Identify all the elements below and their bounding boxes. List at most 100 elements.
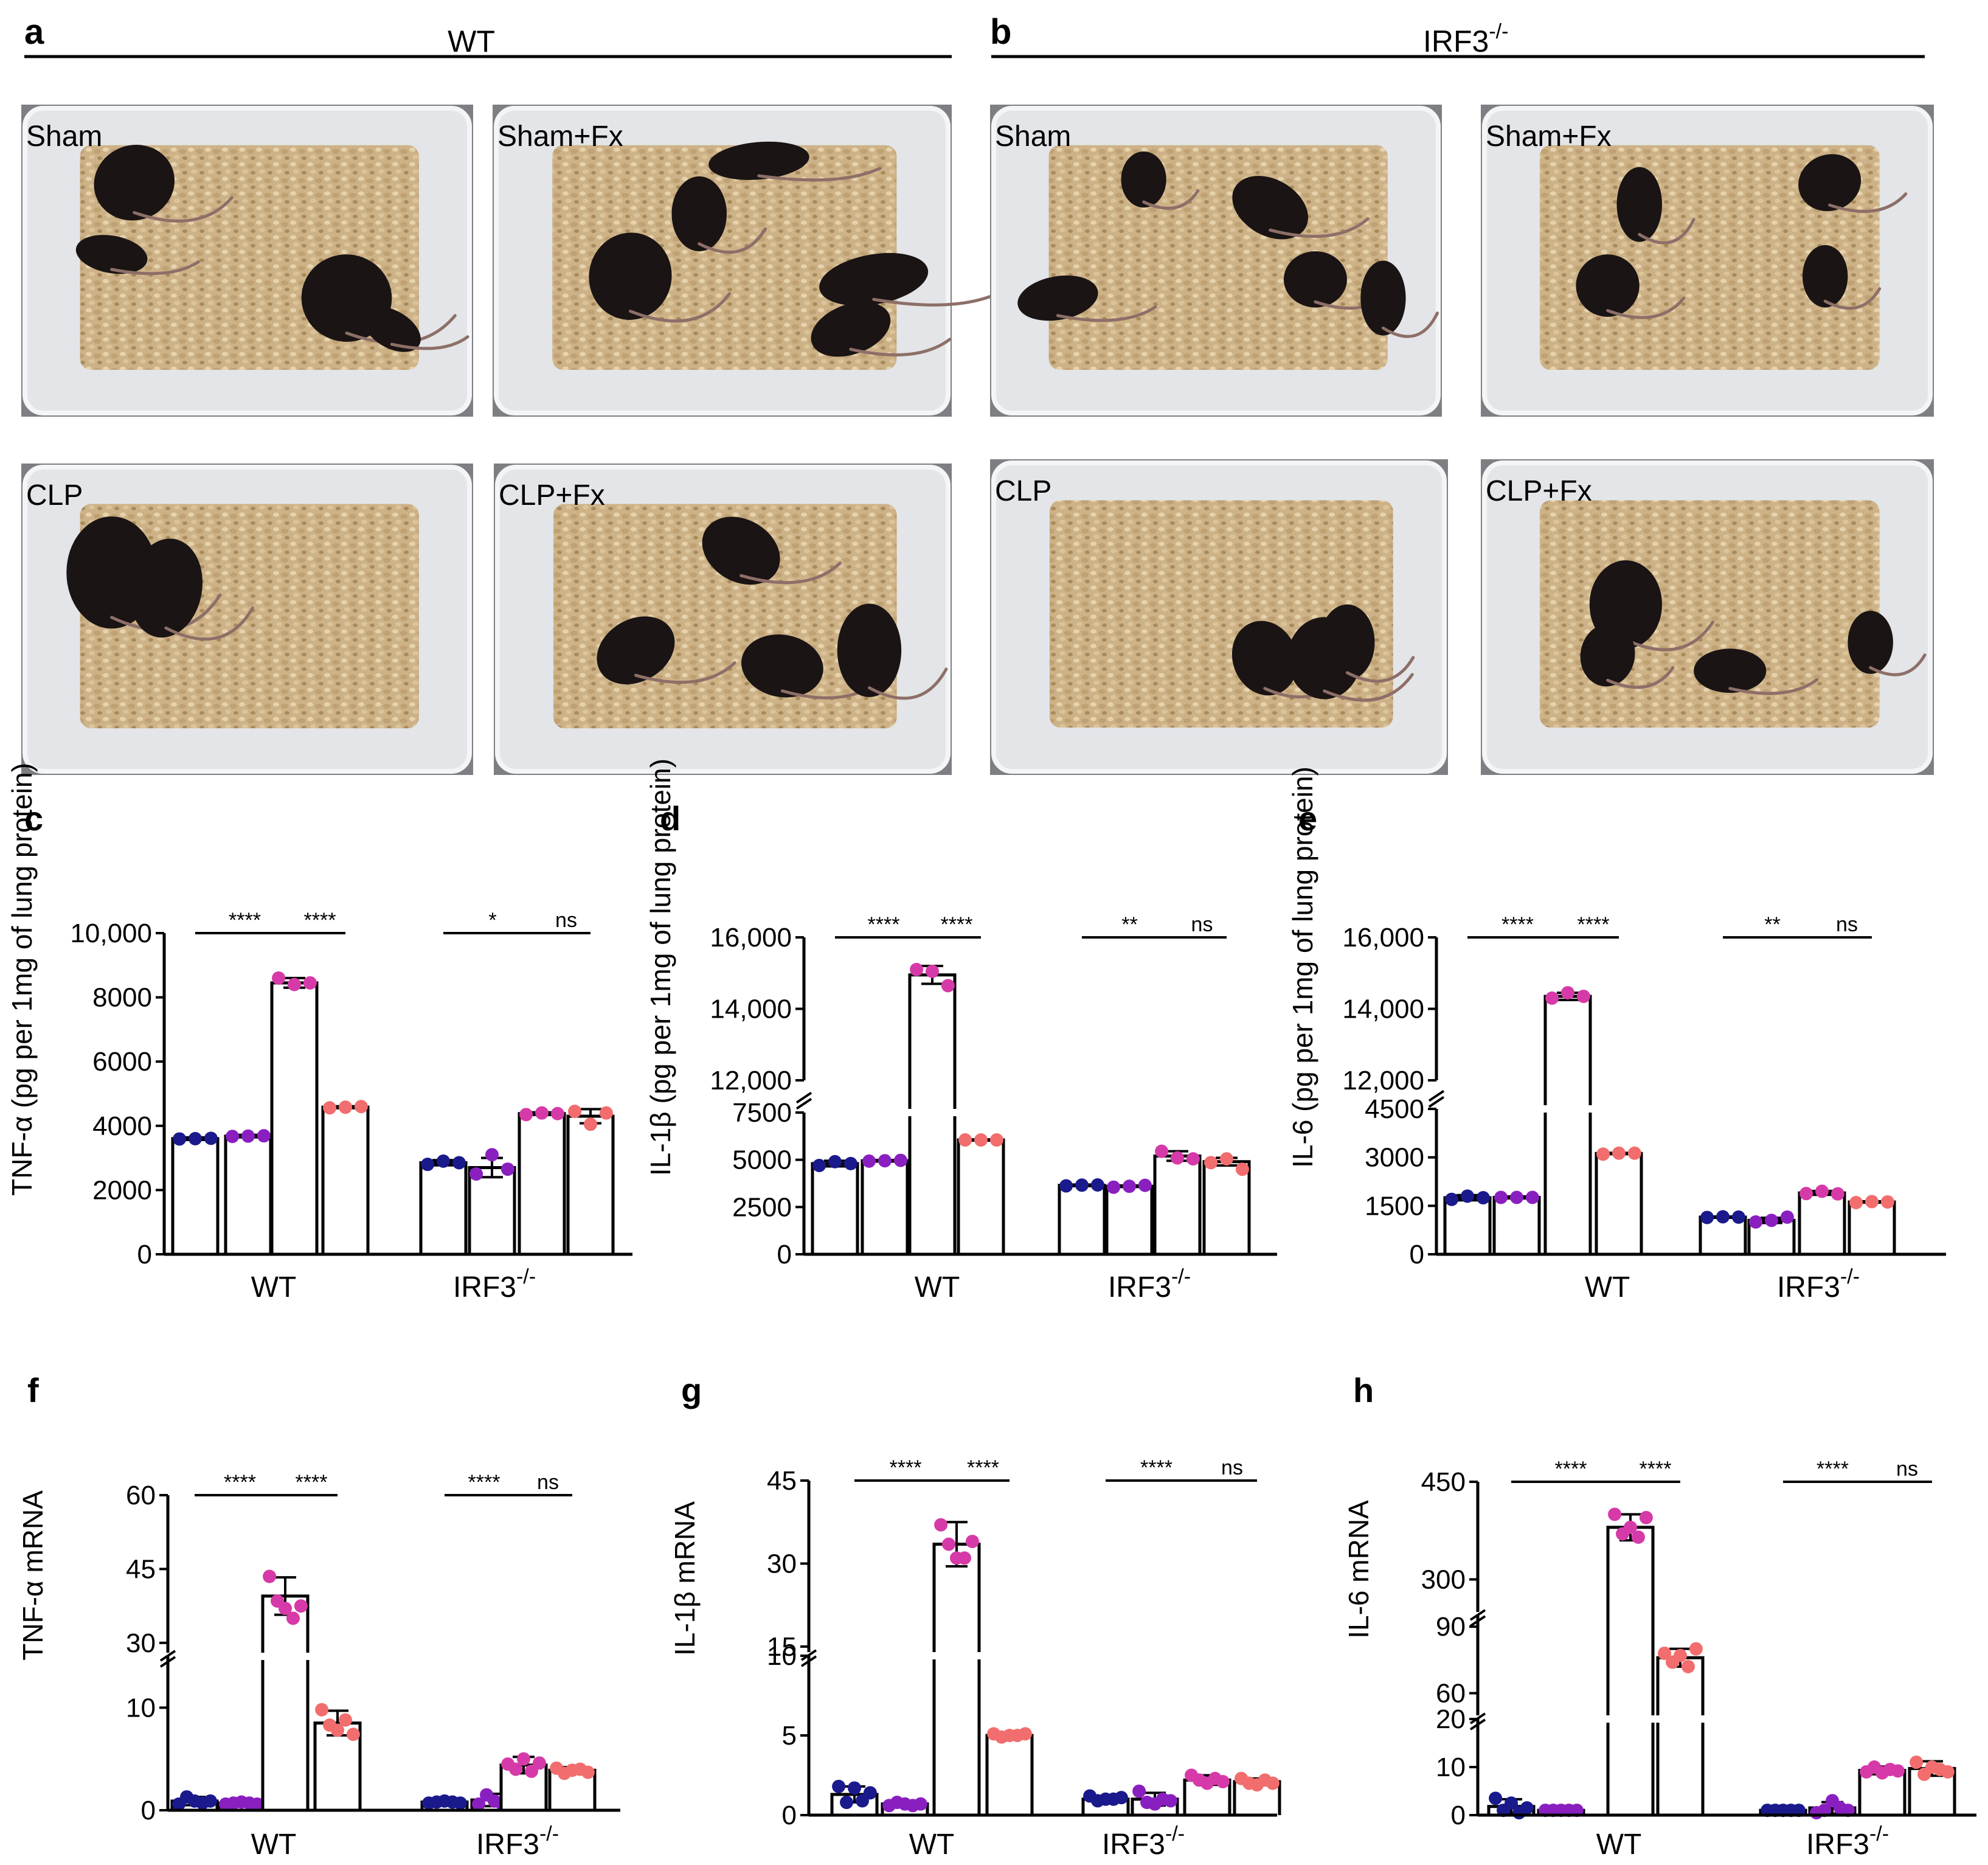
mouse-tail [849, 338, 952, 356]
mouse-tail [390, 335, 469, 350]
bar-sham [171, 1137, 220, 1254]
data-point [517, 1752, 530, 1766]
significance-label: **** [1555, 1457, 1587, 1481]
data-point [1266, 1776, 1280, 1790]
mouse [1580, 623, 1635, 687]
significance-label: ns [537, 1471, 559, 1494]
data-point [1476, 1191, 1490, 1205]
data-point [437, 1154, 450, 1168]
data-point [974, 1133, 988, 1147]
x-category-label: WT [1596, 1829, 1642, 1861]
bar-sham-fx [861, 1159, 909, 1254]
data-point [1891, 1764, 1905, 1778]
data-point [1018, 1727, 1032, 1741]
x-category-label: IRF3-/- [1777, 1265, 1860, 1304]
data-point [1525, 1190, 1539, 1204]
data-point [1114, 1791, 1128, 1805]
mouse [1121, 151, 1166, 208]
mouse-tail [1728, 678, 1819, 695]
axis-break-mark [795, 1091, 812, 1104]
data-point [1132, 1784, 1146, 1798]
mouse [741, 634, 823, 698]
y-tick-label: 60 [126, 1481, 156, 1510]
photo-label: CLP+Fx [1486, 475, 1592, 507]
bar-sham [1443, 1196, 1492, 1254]
axis-break-mark [1469, 1718, 1486, 1731]
mouse-tail [1381, 311, 1439, 338]
mouse-tail [133, 196, 234, 223]
data-point [1681, 1659, 1695, 1673]
significance-label: ns [1836, 913, 1858, 936]
data-point [1220, 1152, 1233, 1166]
photo-label: CLP [26, 479, 83, 512]
mouse-tail [739, 561, 842, 585]
data-point [1461, 1189, 1474, 1203]
data-point [272, 971, 286, 985]
data-point [1186, 1152, 1200, 1166]
data-point [509, 1762, 523, 1776]
y-tick-label: 4500 [1365, 1094, 1424, 1124]
y-tick-label: 45 [767, 1466, 797, 1496]
data-point [1608, 1507, 1622, 1521]
mouse-tail [110, 260, 200, 276]
bar-sham-fx [1492, 1196, 1541, 1254]
data-point [941, 979, 955, 993]
data-point [226, 1130, 240, 1144]
y-tick-label: 0 [777, 1240, 792, 1269]
data-point [1815, 1184, 1829, 1198]
panel-b-header: b IRF3-/- [990, 12, 1925, 58]
mouse-tail [1345, 656, 1415, 683]
significance-label: * [488, 909, 496, 932]
significance-label: ** [1764, 913, 1780, 936]
mouse [837, 603, 902, 697]
mouse [1802, 245, 1848, 308]
axis-break-mark [795, 1097, 812, 1110]
bar-sham [811, 1162, 859, 1254]
x-category-label: WT [915, 1271, 960, 1304]
mouse [708, 141, 809, 180]
panel-letter-f: f [27, 1371, 39, 1409]
data-point [1627, 1146, 1641, 1160]
data-point [1561, 986, 1574, 1000]
data-point [1123, 1179, 1136, 1193]
mouse [362, 307, 421, 352]
axis-break-mark [159, 1650, 176, 1662]
axis-break-mark [159, 1656, 176, 1668]
data-point [1445, 1192, 1459, 1206]
data-point [1624, 1520, 1637, 1534]
bar-break-gap [930, 1652, 983, 1659]
photo-b-4: CLP+Fx [1481, 459, 1934, 775]
photo-label: Sham+Fx [1486, 120, 1612, 153]
data-point [1155, 1144, 1169, 1158]
significance-label: **** [296, 1471, 328, 1494]
bar-clp-fx [985, 1734, 1034, 1815]
data-point [843, 1156, 857, 1170]
x-category-label: WT [909, 1829, 955, 1861]
data-point [1505, 1796, 1518, 1810]
data-point [1576, 989, 1590, 1003]
data-point [339, 1100, 352, 1114]
data-point [1545, 991, 1559, 1005]
data-point [294, 1599, 308, 1613]
chart-f: f TNF-α mRNA 0 10 30 45 60 WT IRF3-/- **** **** ***… [17, 1371, 620, 1861]
mouse [129, 538, 203, 638]
mouse-tail [1323, 673, 1414, 702]
data-point [934, 1518, 948, 1532]
bar-break-gap [1604, 1715, 1657, 1723]
mouse-tail [634, 661, 736, 684]
mouse-tail [1823, 287, 1882, 310]
x-category-label: IRF3-/- [453, 1265, 536, 1304]
photo-a-2: Sham+Fx [493, 105, 1008, 417]
y-tick-label: 15 [767, 1632, 797, 1662]
data-point [173, 1132, 187, 1146]
y-tick-label: 6000 [92, 1047, 152, 1077]
data-point [1510, 1190, 1523, 1204]
data-point [1689, 1642, 1703, 1656]
y-tick-label: 0 [1410, 1240, 1424, 1269]
panel-letter-b: b [990, 12, 1011, 52]
data-point [535, 1106, 549, 1120]
y-tick-label: 16,000 [710, 923, 792, 953]
data-point [279, 1602, 292, 1616]
data-point [1489, 1791, 1503, 1805]
